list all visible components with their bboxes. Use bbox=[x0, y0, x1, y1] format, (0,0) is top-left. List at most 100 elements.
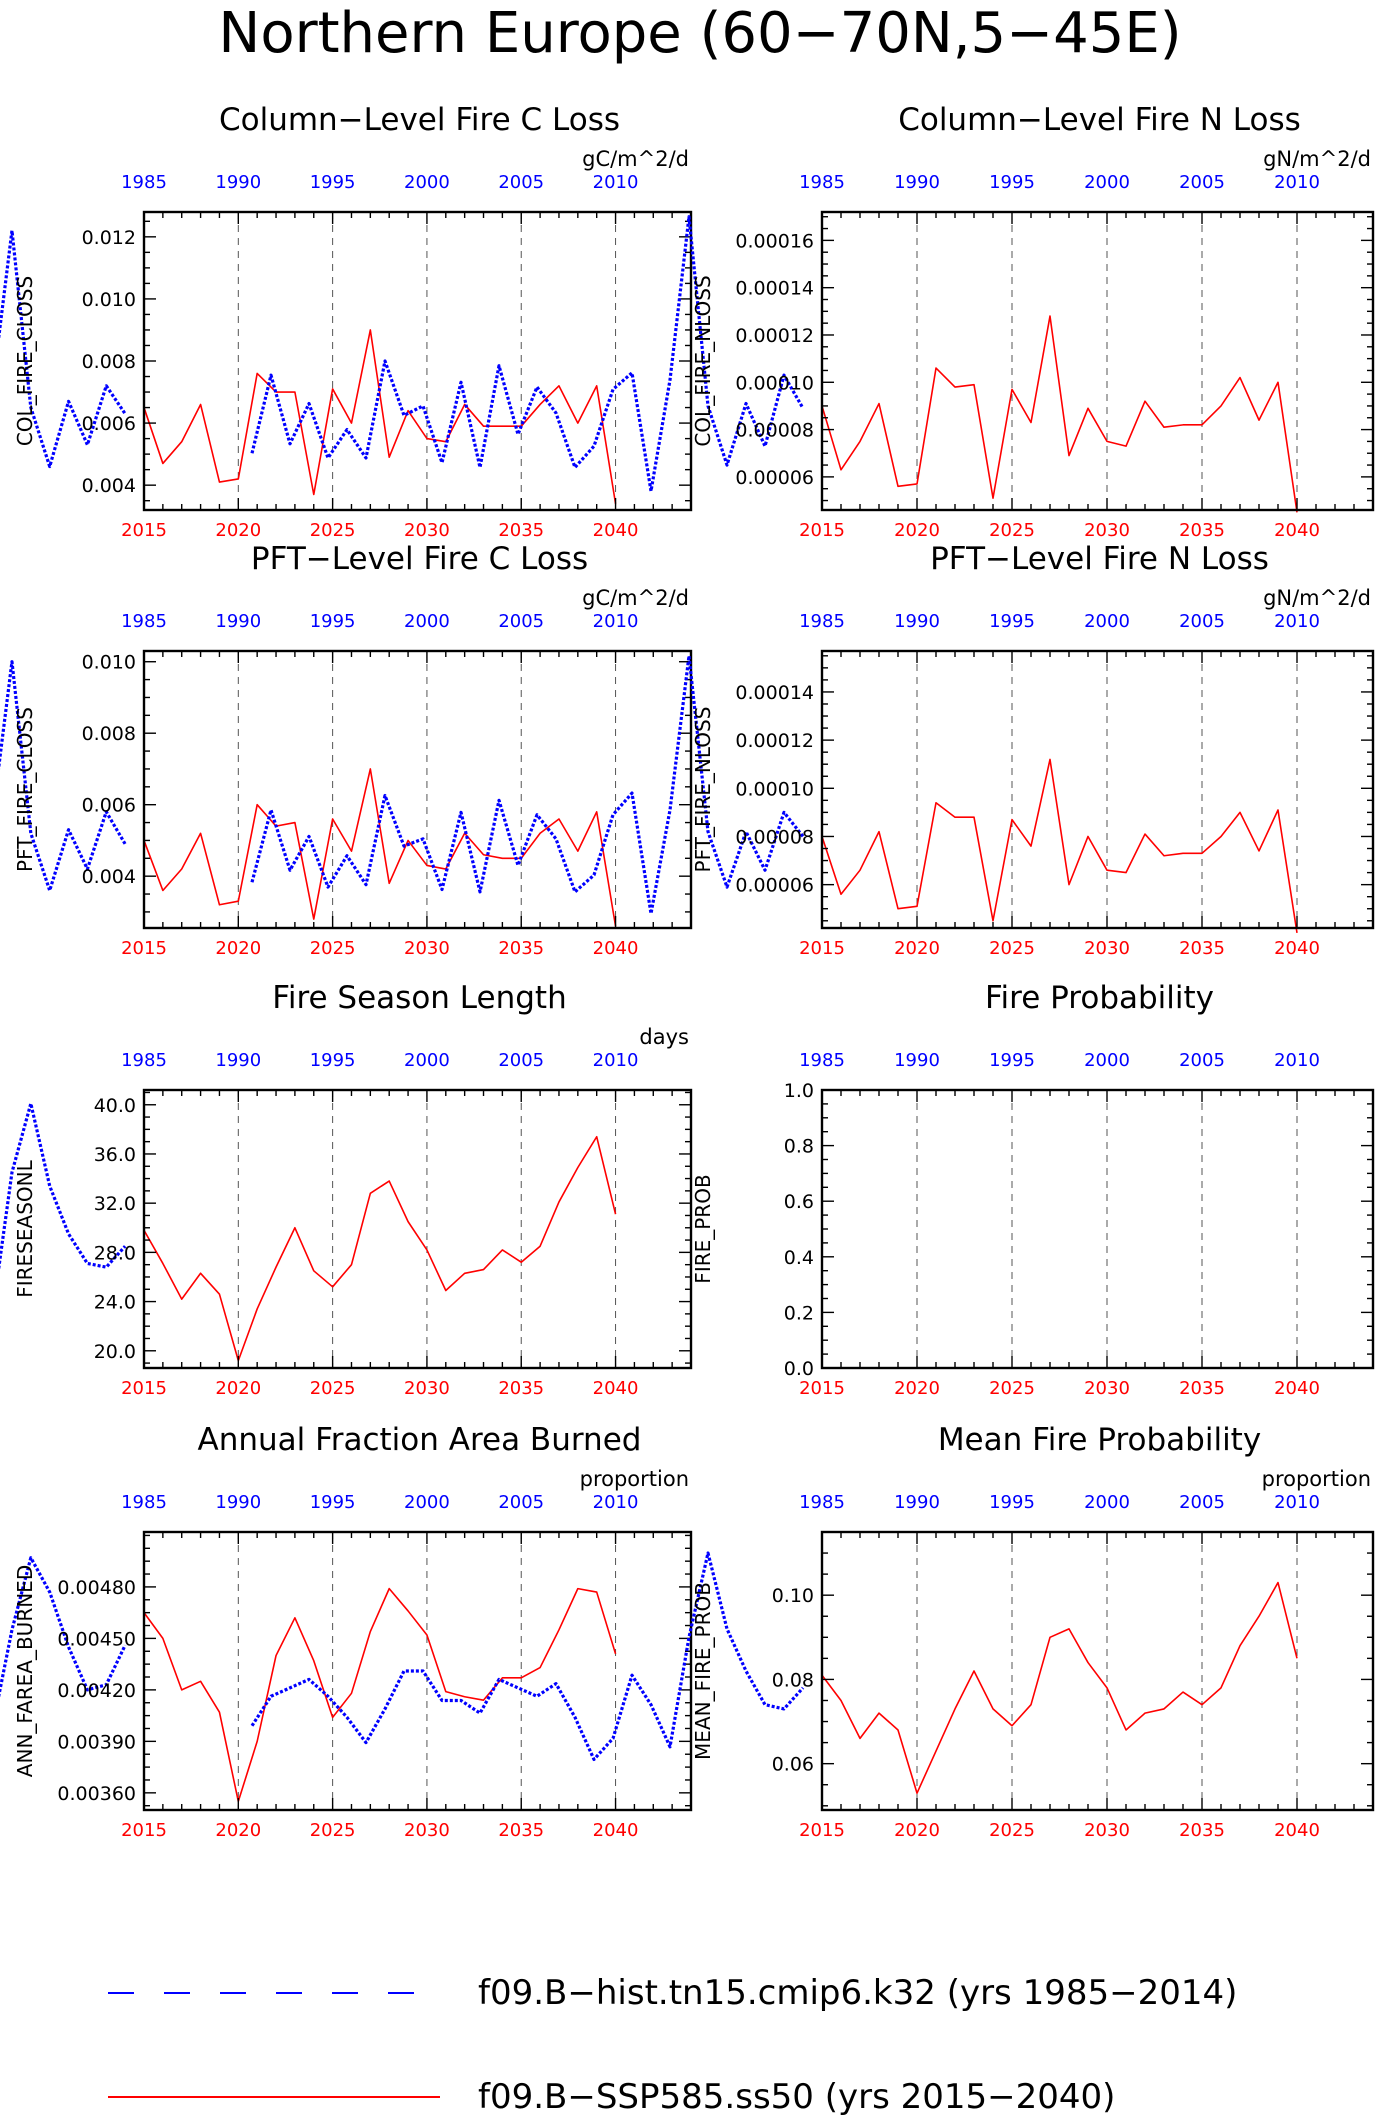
x-tick-label-top: 1995 bbox=[989, 1050, 1035, 1071]
x-tick-label-top: 2000 bbox=[404, 1050, 450, 1071]
x-tick-label-top: 2005 bbox=[498, 1492, 544, 1513]
chart-panel: 2015 2020 2025 2030 2035 2040 1985 1990 1995 2000… bbox=[250, 1422, 1375, 1841]
x-tick-label-bottom: 2025 bbox=[989, 1820, 1035, 1841]
x-tick-label-top: 1990 bbox=[215, 1492, 261, 1513]
x-tick-label-bottom: 2035 bbox=[1179, 1378, 1225, 1399]
x-tick-label-bottom: 2030 bbox=[1084, 938, 1130, 959]
y-axis-label: COL_FIRE_CLOSS bbox=[13, 276, 37, 446]
plot-frame bbox=[820, 649, 1375, 930]
chart-panel: 2015 2020 2025 2030 2035 2040 1985 1990 1995 2000… bbox=[0, 102, 693, 541]
x-tick-label-top: 1990 bbox=[215, 172, 261, 193]
x-tick-label-top: 2010 bbox=[1274, 1050, 1320, 1071]
x-tick-label-top: 2005 bbox=[1179, 611, 1225, 632]
legend-ssp-label: f09.B−SSP585.ss50 (yrs 2015−2040) bbox=[478, 2077, 1115, 2117]
y-tick-label: 0.00008 bbox=[735, 826, 814, 848]
chart-title: Fire Probability bbox=[985, 980, 1214, 1016]
y-tick-label: 0.06 bbox=[772, 1754, 814, 1776]
chart-title: Column−Level Fire N Loss bbox=[898, 102, 1301, 138]
x-tick-label-bottom: 2035 bbox=[1179, 520, 1225, 541]
y-tick-label: 0.006 bbox=[82, 795, 136, 817]
x-tick-label-top: 1995 bbox=[989, 611, 1035, 632]
x-tick-label-bottom: 2035 bbox=[498, 520, 544, 541]
x-tick-label-bottom: 2030 bbox=[404, 1820, 450, 1841]
units-label: gC/m^2/d bbox=[582, 147, 689, 171]
chart-panel: 2015 2020 2025 2030 2035 2040 1985 1990 1995 2000… bbox=[0, 1422, 693, 1841]
x-tick-label-top: 2005 bbox=[1179, 1050, 1225, 1071]
x-tick-label-bottom: 2020 bbox=[894, 1378, 940, 1399]
x-tick-label-top: 1985 bbox=[121, 611, 167, 632]
y-tick-label: 24.0 bbox=[94, 1292, 136, 1314]
x-tick-label-top: 2010 bbox=[593, 172, 639, 193]
x-tick-label-top: 1985 bbox=[799, 1492, 845, 1513]
x-tick-label-top: 1985 bbox=[121, 1050, 167, 1071]
y-tick-label: 32.0 bbox=[94, 1193, 136, 1215]
x-tick-label-bottom: 2020 bbox=[894, 1820, 940, 1841]
x-tick-label-bottom: 2025 bbox=[310, 938, 356, 959]
x-tick-label-top: 1990 bbox=[894, 172, 940, 193]
y-tick-label: 0.00360 bbox=[57, 1783, 136, 1805]
y-tick-label: 1.0 bbox=[784, 1080, 814, 1102]
y-axis-label: FIRESEASONL bbox=[13, 1159, 37, 1297]
plot-frame bbox=[820, 1530, 1375, 1812]
y-tick-label: 0.010 bbox=[82, 289, 136, 311]
x-tick-label-bottom: 2020 bbox=[215, 520, 261, 541]
y-tick-label: 28.0 bbox=[94, 1242, 136, 1264]
x-tick-label-top: 1990 bbox=[215, 1050, 261, 1071]
x-tick-label-bottom: 2015 bbox=[121, 1378, 167, 1399]
y-axis-label: PFT_FIRE_NLOSS bbox=[691, 707, 715, 873]
chart-panel: 2015 2020 2025 2030 2035 2040 1985 1990 1995 2000… bbox=[250, 541, 1375, 959]
plot-frame bbox=[142, 649, 693, 930]
y-tick-label: 0.00012 bbox=[735, 730, 814, 752]
x-tick-label-top: 2005 bbox=[1179, 1492, 1225, 1513]
y-tick-label: 0.0 bbox=[784, 1358, 814, 1380]
y-axis-label: PFT_FIRE_CLOSS bbox=[13, 707, 37, 872]
chart-title: Fire Season Length bbox=[272, 980, 566, 1016]
x-tick-label-top: 2005 bbox=[498, 1050, 544, 1071]
units-label: gN/m^2/d bbox=[1263, 147, 1371, 171]
x-tick-label-top: 2000 bbox=[404, 172, 450, 193]
x-tick-label-bottom: 2030 bbox=[1084, 1378, 1130, 1399]
series-hist-line bbox=[250, 215, 805, 493]
x-tick-label-bottom: 2030 bbox=[404, 938, 450, 959]
series-hist-line bbox=[250, 1551, 805, 1762]
y-tick-label: 0.004 bbox=[82, 475, 136, 497]
y-tick-label: 40.0 bbox=[94, 1095, 136, 1117]
series-hist-line bbox=[0, 1101, 127, 1271]
x-tick-label-bottom: 2020 bbox=[215, 1378, 261, 1399]
y-tick-label: 0.008 bbox=[82, 351, 136, 373]
x-tick-label-bottom: 2035 bbox=[1179, 938, 1225, 959]
y-tick-label: 0.00014 bbox=[735, 682, 814, 704]
y-tick-label: 0.00014 bbox=[735, 278, 814, 300]
y-tick-label: 0.00480 bbox=[57, 1577, 136, 1599]
x-tick-label-bottom: 2015 bbox=[121, 938, 167, 959]
x-tick-label-top: 2000 bbox=[1084, 611, 1130, 632]
x-tick-label-bottom: 2015 bbox=[799, 1378, 845, 1399]
x-tick-label-bottom: 2035 bbox=[498, 1378, 544, 1399]
series-ssp-line bbox=[821, 315, 1298, 513]
x-tick-label-bottom: 2020 bbox=[215, 938, 261, 959]
plot-frame bbox=[820, 210, 1375, 512]
y-tick-label: 0.8 bbox=[784, 1136, 814, 1158]
y-tick-label: 0.00010 bbox=[735, 372, 814, 394]
x-tick-label-bottom: 2015 bbox=[121, 520, 167, 541]
y-tick-label: 0.4 bbox=[784, 1247, 814, 1269]
x-tick-label-bottom: 2020 bbox=[894, 520, 940, 541]
y-tick-label: 0.08 bbox=[772, 1669, 814, 1691]
y-axis-label: FIRE_PROB bbox=[691, 1174, 715, 1283]
plot-frame bbox=[142, 1088, 693, 1370]
x-tick-label-bottom: 2015 bbox=[799, 1820, 845, 1841]
y-tick-label: 20.0 bbox=[94, 1341, 136, 1363]
x-tick-label-top: 1990 bbox=[215, 611, 261, 632]
page-title: Northern Europe (60−70N,5−45E) bbox=[218, 1, 1181, 66]
y-axis-label: COL_FIRE_NLOSS bbox=[691, 275, 715, 446]
y-tick-label: 0.00006 bbox=[735, 467, 814, 489]
chart-panel: 2015 2020 2025 2030 2035 2040 1985 1990 1995 2000… bbox=[0, 541, 693, 959]
series-ssp-line bbox=[143, 768, 617, 927]
plot-frame bbox=[820, 1088, 1375, 1370]
x-tick-label-top: 1985 bbox=[799, 1050, 845, 1071]
y-tick-label: 0.004 bbox=[82, 866, 136, 888]
x-tick-label-top: 2000 bbox=[404, 1492, 450, 1513]
y-tick-label: 0.00006 bbox=[735, 875, 814, 897]
y-tick-label: 0.00450 bbox=[57, 1628, 136, 1650]
y-tick-label: 0.6 bbox=[784, 1191, 814, 1213]
